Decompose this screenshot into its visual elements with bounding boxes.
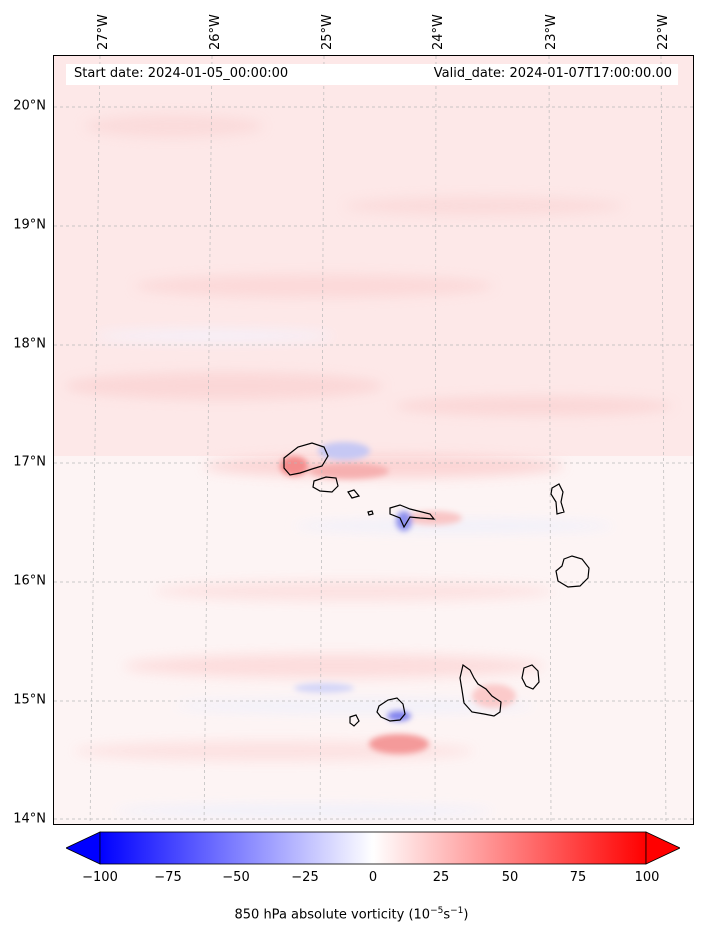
colorbar-tick: −100 [82,870,118,885]
colorbar-tick: 0 [368,870,378,885]
lon-label-27w: 27°W [96,14,111,50]
lon-gridline-26 [203,56,213,824]
map-panel [53,55,694,825]
lat-label-17n: 17°N [13,454,46,470]
info-bar: Start date: 2024-01-05_00:00:00 Valid_da… [66,64,678,85]
island-sao-vicente [312,476,339,493]
valid-date-label: Valid_date: 2024-01-07T17:00:00.00 [433,66,672,81]
wake-negative [318,442,370,460]
gridlines [54,56,693,824]
positive-streak [154,581,554,601]
wake-negative [294,683,354,693]
positive-streak [344,196,624,216]
wake-positive [406,511,462,525]
island-fogo [376,697,406,722]
positive-streak [124,654,544,678]
coastlines [283,442,590,727]
lat-label-19n: 19°N [13,217,46,233]
lon-gridline-23 [548,56,552,824]
colorbar-gradient [99,831,647,865]
colorbar-extend-max [645,831,680,865]
colorbar-label: 850 hPa absolute vorticity (10−5s−1) [234,906,469,923]
wake-positive [472,684,516,708]
wake-negative [396,511,412,531]
positive-streak [134,274,494,298]
positive-streak [394,396,674,416]
vorticity-streaks [64,114,674,817]
island-brava [349,714,360,727]
colorbar-tick: −50 [222,870,250,885]
colorbar-tick: −25 [291,870,319,885]
lon-gridline-25 [319,56,325,824]
lat-label-14n: 14°N [13,811,46,827]
lon-label-23w: 23°W [544,14,559,50]
negative-streak [94,330,334,342]
island-boa-vista [555,555,590,588]
lon-gridline-22 [660,56,667,824]
lon-label-25w: 25°W [320,14,335,50]
island-wake-vorticity [280,442,516,754]
lon-gridline-27 [89,56,101,824]
colorbar-extend-min [66,831,101,865]
negative-streak [114,805,494,817]
islet-raso [367,510,374,516]
negative-streak [174,700,534,712]
colorbar-tick: −75 [154,870,182,885]
lat-label-16n: 16°N [13,573,46,589]
lat-label-20n: 20°N [13,98,46,114]
island-sao-nicolau [389,504,436,529]
lon-label-24w: 24°W [431,14,446,50]
vorticity-map [54,56,693,824]
wake-positive [309,463,389,479]
island-santiago [459,663,502,717]
colorbar-tick: 50 [501,870,519,885]
lat-label-18n: 18°N [13,336,46,352]
positive-streak [84,114,264,138]
island-maio [521,664,540,690]
lon-label-26w: 26°W [208,14,223,50]
start-date-label: Start date: 2024-01-05_00:00:00 [74,66,289,81]
lon-gridline-24 [434,56,437,824]
island-santa-luzia [347,489,361,499]
island-sal [550,483,565,515]
colorbar [66,831,680,865]
negative-streak [294,520,614,532]
colorbar-tick: 75 [569,870,587,885]
positive-streak [64,372,384,400]
wake-positive [369,734,429,754]
colorbar-tick: 100 [634,870,660,885]
lat-label-15n: 15°N [13,692,46,708]
lon-label-22w: 22°W [656,14,671,50]
colorbar-tick: 25 [432,870,450,885]
island-santo-antao [283,442,329,476]
